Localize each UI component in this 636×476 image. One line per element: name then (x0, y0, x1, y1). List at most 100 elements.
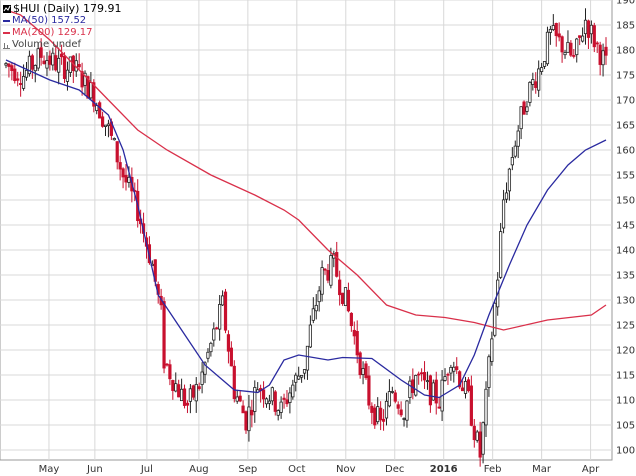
candle-body (358, 352, 362, 376)
candle-body (484, 388, 488, 426)
candle-body (551, 25, 555, 30)
candle-body (7, 63, 11, 67)
y-tick-label: 145 (616, 221, 635, 232)
candle-body (223, 291, 228, 331)
y-tick-label: 115 (616, 371, 635, 382)
y-tick-label: 185 (616, 21, 635, 32)
candle-body (460, 387, 465, 392)
y-axis: 100 105 110 115 120 125 130 135 140 145 150 155 160 1… (616, 0, 635, 457)
candle-body (212, 328, 216, 341)
candle-body (434, 379, 438, 404)
candle-body (302, 369, 307, 374)
candle-body (554, 23, 558, 37)
candle-body (405, 400, 409, 421)
candle-body (545, 31, 550, 65)
candle-body (437, 406, 441, 409)
candle-body (182, 388, 187, 406)
candle-body (27, 55, 32, 75)
candle-body (472, 425, 476, 441)
candle-body (458, 371, 462, 388)
candle-body (507, 168, 512, 192)
candle-body (288, 392, 292, 403)
y-tick-label: 110 (616, 396, 635, 407)
legend-volume: Volume undef (3, 39, 121, 51)
candle-body (188, 388, 192, 402)
candle-body (197, 386, 201, 390)
candle-body (162, 301, 166, 369)
x-tick-label: Nov (336, 464, 356, 475)
candle-body (106, 123, 111, 127)
candle-body (320, 267, 324, 295)
candle-body (411, 379, 415, 393)
candle-body (346, 289, 351, 312)
candle-body (449, 367, 453, 374)
candle-body (177, 384, 181, 398)
candle-body (36, 48, 40, 69)
candle-body (261, 389, 266, 400)
legend-ma200: MA(200) 129.17 (3, 27, 121, 39)
candle-body (317, 290, 321, 303)
x-tick-label: Jun (86, 464, 103, 475)
candle-body (89, 82, 93, 99)
candle-body (180, 388, 184, 402)
legend-ma50: MA(50) 157.52 (3, 15, 121, 27)
candle-body (247, 406, 251, 432)
candle-body (381, 418, 386, 422)
candle-body (534, 81, 538, 88)
candle-body (379, 407, 383, 421)
candle-body (352, 329, 356, 337)
y-tick-label: 180 (616, 46, 635, 57)
candles (4, 8, 608, 467)
candle-body (118, 162, 122, 170)
candle-body (241, 405, 245, 414)
gridlines (0, 0, 612, 460)
candle-body (525, 106, 529, 112)
candle-body (19, 83, 23, 85)
candle-body (504, 192, 509, 200)
candle-body (463, 380, 468, 394)
candle-body (10, 65, 14, 71)
candle-body (340, 292, 345, 304)
candle-body (540, 67, 544, 72)
candle-body (343, 287, 348, 307)
x-tick-label: Sep (238, 464, 257, 475)
x-tick-label: Dec (385, 464, 404, 475)
candle-body (200, 371, 204, 385)
candle-body (490, 338, 494, 362)
x-tick-label: May (39, 464, 60, 475)
y-tick-label: 190 (616, 0, 635, 7)
candle-body (215, 327, 219, 330)
candle-body (16, 78, 20, 81)
candle-body (355, 331, 359, 356)
x-axis: May Jun Jul Aug Sep Oct Nov Dec 2016 Feb Mar Apr (39, 464, 600, 475)
candle-body (601, 50, 605, 66)
candle-body (367, 375, 371, 406)
candle-body (516, 130, 520, 147)
candle-body (572, 55, 576, 57)
candle-body (267, 400, 272, 404)
y-tick-label: 100 (616, 446, 635, 457)
candle-body (13, 68, 17, 81)
volume-icon (3, 41, 10, 49)
y-tick-label: 160 (616, 146, 635, 157)
candle-body (238, 395, 242, 402)
y-tick-label: 175 (616, 71, 635, 82)
candle-body (431, 382, 435, 401)
candle-body (98, 102, 102, 119)
candle-body (124, 174, 128, 183)
candle-body (589, 24, 593, 35)
candle-body (501, 199, 506, 229)
candle-body (481, 422, 485, 455)
candle-body (311, 308, 315, 321)
candle-body (48, 55, 52, 65)
candle-body (493, 302, 497, 336)
candle-body (569, 42, 573, 56)
candle-body (282, 397, 286, 400)
candle-body (51, 52, 55, 66)
y-tick-label: 155 (616, 171, 635, 182)
legend-ma200-label: MA(200) 129.17 (12, 27, 93, 38)
candle-body (235, 396, 239, 402)
candle-body (575, 38, 579, 56)
candle-body (60, 53, 64, 58)
